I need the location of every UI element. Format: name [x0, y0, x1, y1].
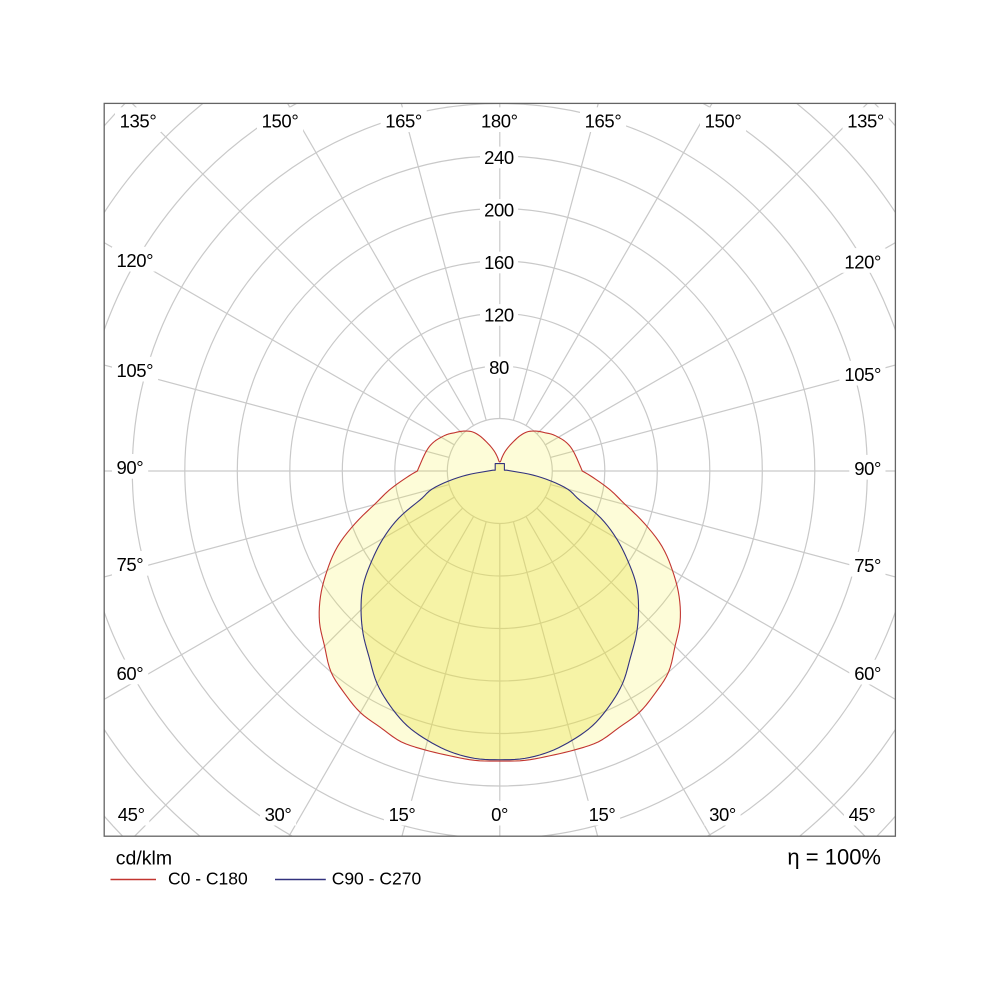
svg-text:105°: 105° — [844, 364, 881, 385]
svg-text:45°: 45° — [118, 804, 145, 825]
svg-text:75°: 75° — [117, 554, 144, 575]
svg-text:60°: 60° — [117, 663, 144, 684]
svg-text:150°: 150° — [262, 111, 299, 132]
svg-text:15°: 15° — [389, 804, 416, 825]
svg-text:135°: 135° — [847, 111, 884, 132]
svg-text:15°: 15° — [589, 804, 616, 825]
svg-text:165°: 165° — [585, 111, 622, 132]
svg-text:165°: 165° — [385, 111, 422, 132]
svg-text:120°: 120° — [844, 251, 881, 272]
svg-text:90°: 90° — [854, 458, 881, 479]
svg-text:C90 - C270: C90 - C270 — [332, 869, 422, 889]
svg-text:30°: 30° — [265, 804, 292, 825]
svg-text:135°: 135° — [120, 111, 157, 132]
svg-text:80: 80 — [489, 357, 509, 378]
svg-text:30°: 30° — [709, 804, 736, 825]
svg-text:C0 - C180: C0 - C180 — [168, 869, 248, 889]
svg-text:45°: 45° — [849, 804, 876, 825]
svg-text:75°: 75° — [854, 555, 881, 576]
svg-text:200: 200 — [484, 199, 514, 220]
svg-text:η = 100%: η = 100% — [787, 845, 881, 870]
svg-text:180°: 180° — [481, 111, 518, 132]
svg-text:90°: 90° — [117, 457, 144, 478]
svg-text:120°: 120° — [117, 250, 154, 271]
svg-text:cd/klm: cd/klm — [116, 848, 172, 870]
svg-text:120: 120 — [484, 304, 514, 325]
svg-text:105°: 105° — [117, 360, 154, 381]
svg-text:240: 240 — [484, 147, 514, 168]
svg-text:60°: 60° — [854, 663, 881, 684]
svg-text:150°: 150° — [705, 111, 742, 132]
svg-text:0°: 0° — [491, 804, 508, 825]
svg-text:160: 160 — [484, 252, 514, 273]
